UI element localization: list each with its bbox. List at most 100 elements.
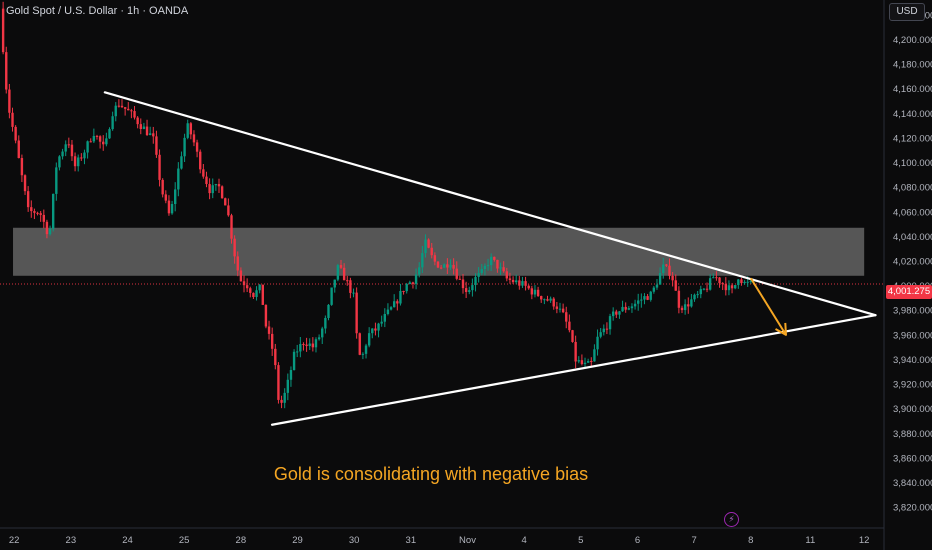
last-price-label: 4,001.275 — [886, 285, 932, 299]
currency-button[interactable]: USD — [889, 3, 925, 21]
candle-body — [524, 281, 527, 286]
candle-body — [536, 289, 540, 297]
candle-body — [461, 279, 465, 289]
candle-body — [330, 287, 333, 305]
candle-body — [468, 290, 471, 292]
candle-body — [314, 339, 318, 348]
y-tick-label: 4,100.000 — [893, 158, 932, 169]
candle-body — [696, 294, 699, 296]
candle-body — [130, 110, 133, 112]
candle-body — [108, 129, 111, 139]
x-tick-label: 8 — [748, 535, 753, 546]
candle-body — [67, 144, 71, 146]
candle-body — [145, 126, 149, 136]
candle-body — [730, 285, 734, 289]
x-tick-label: 24 — [122, 535, 133, 546]
candle-body — [36, 212, 39, 214]
x-tick-label: 6 — [635, 535, 640, 546]
candle-body — [630, 306, 634, 309]
candle-body — [186, 123, 189, 138]
candle-body — [92, 135, 96, 142]
candle-body — [402, 290, 405, 292]
candle-body — [599, 332, 602, 337]
candle-body — [33, 211, 36, 213]
candle-body — [421, 253, 424, 268]
y-tick-label: 4,060.000 — [893, 207, 932, 218]
candle-body — [724, 283, 728, 291]
trendline — [103, 91, 877, 317]
candle-body — [321, 328, 324, 338]
x-tick-label: 22 — [9, 535, 20, 546]
candle-body — [558, 308, 562, 310]
candle-body — [493, 256, 496, 260]
candle-body — [242, 281, 246, 286]
candle-body — [527, 285, 530, 289]
candle-body — [274, 348, 277, 366]
candle-body — [449, 264, 452, 268]
candle-body — [61, 151, 64, 157]
candle-body — [743, 281, 746, 284]
candle-body — [483, 265, 487, 270]
candle-body — [396, 301, 399, 304]
x-tick-label: 7 — [692, 535, 697, 546]
candle-body — [687, 304, 690, 307]
candle-body — [89, 141, 92, 143]
candle-body — [227, 205, 230, 216]
candle-body — [358, 333, 361, 355]
candle-body — [349, 280, 352, 293]
candle-body — [158, 154, 161, 180]
candle-body — [346, 280, 349, 282]
candle-body — [164, 194, 168, 201]
candle-body — [289, 370, 293, 380]
candle-body — [590, 361, 593, 363]
candle-body — [20, 158, 24, 176]
candle-body — [30, 207, 33, 212]
candle-body — [214, 184, 218, 186]
candle-body — [424, 239, 427, 254]
x-tick-label: 23 — [66, 535, 77, 546]
candle-body — [249, 288, 252, 293]
candle-body — [646, 296, 649, 300]
x-tick-label: 12 — [859, 535, 870, 546]
candle-body — [383, 314, 387, 322]
y-tick-label: 3,980.000 — [893, 306, 932, 317]
candle-body — [236, 256, 239, 271]
candle-body — [261, 284, 264, 305]
candle-body — [98, 136, 102, 142]
candle-body — [668, 265, 671, 276]
candle-body — [371, 328, 374, 334]
candle-body — [530, 288, 534, 295]
candle-body — [546, 299, 549, 301]
candle-body — [58, 156, 61, 168]
candle-body — [220, 186, 224, 199]
candle-body — [170, 204, 174, 214]
symbol-title[interactable]: Gold Spot / U.S. Dollar · 1h · OANDA — [6, 5, 189, 17]
candle-body — [105, 138, 108, 145]
candle-body — [740, 279, 743, 284]
lightning-bolt-icon[interactable]: ⚡ — [724, 512, 739, 527]
candle-body — [230, 215, 233, 239]
candle-body — [521, 281, 524, 286]
candle-body — [586, 361, 590, 363]
candle-body — [367, 333, 371, 346]
candle-body — [549, 298, 552, 301]
candle-body — [199, 151, 202, 170]
candle-body — [486, 265, 490, 267]
candle-body — [464, 288, 468, 292]
candle-body — [561, 308, 565, 313]
candle-body — [674, 280, 677, 291]
candle-body — [471, 285, 474, 291]
candle-body — [114, 105, 117, 117]
candle-body — [452, 264, 455, 269]
candle-body — [621, 306, 624, 312]
candle-body — [615, 311, 618, 315]
candle-body — [352, 292, 355, 294]
candle-body — [414, 274, 418, 284]
resistance-zone — [13, 227, 865, 276]
candle-body — [683, 304, 687, 311]
candle-body — [499, 267, 502, 269]
candle-body — [155, 136, 158, 155]
candle-body — [117, 105, 121, 107]
candle-body — [286, 379, 290, 393]
candle-body — [418, 267, 421, 275]
